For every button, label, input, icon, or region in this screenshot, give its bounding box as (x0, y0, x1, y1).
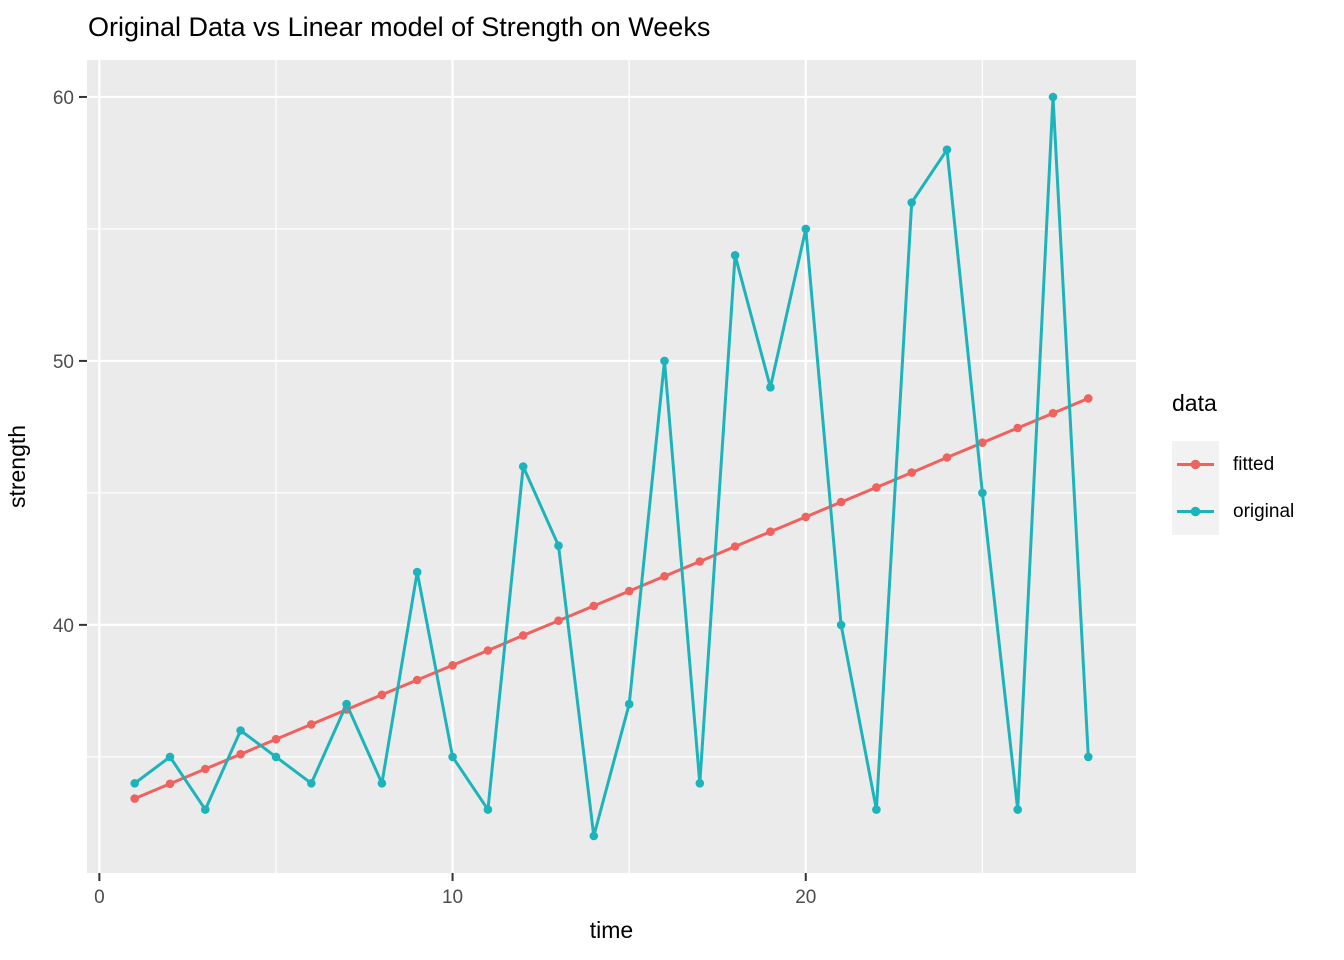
data-point-fitted (695, 557, 705, 566)
data-point-original (907, 198, 916, 207)
series-points-original (130, 92, 1093, 841)
series-points-fitted (130, 394, 1093, 803)
data-point-original (695, 779, 705, 788)
data-point-fitted (589, 601, 599, 611)
data-point-original (518, 462, 528, 471)
data-point-original (165, 752, 175, 762)
data-point-original (448, 752, 457, 762)
y-axis-title: strength (4, 425, 30, 508)
legend: data fitted original (1172, 390, 1294, 535)
data-point-fitted (1013, 423, 1022, 433)
data-point-fitted (660, 572, 669, 581)
data-point-fitted (377, 690, 387, 700)
legend-label-original: original (1233, 500, 1295, 522)
data-point-fitted (978, 438, 987, 448)
series-line-original (133, 95, 1090, 838)
data-point-fitted (518, 631, 528, 640)
x-tick-label: 20 (795, 887, 816, 908)
series-line-fitted (133, 396, 1090, 801)
data-point-original (1084, 752, 1093, 762)
data-point-original (730, 251, 740, 260)
data-point-fitted (1048, 408, 1058, 418)
plot-panel (87, 60, 1136, 873)
x-tick-label: 0 (94, 887, 105, 908)
data-point-fitted (907, 468, 916, 477)
data-point-original (412, 567, 422, 577)
data-point-original (836, 620, 846, 630)
data-point-original (660, 356, 669, 366)
legend-entry-fitted: fitted (1172, 441, 1294, 488)
data-point-original (201, 805, 210, 814)
data-point-original (1048, 92, 1058, 102)
data-point-original (307, 779, 316, 788)
legend-entry-original: original (1172, 488, 1294, 535)
data-point-original (624, 699, 634, 709)
data-point-original (942, 145, 952, 154)
data-point-original (271, 752, 281, 762)
data-point-original (766, 383, 775, 392)
legend-key-original-icon (1172, 488, 1219, 535)
y-tick-label: 50 (53, 352, 74, 373)
legend-key-fitted-icon (1172, 441, 1219, 488)
data-point-original (554, 541, 563, 550)
data-point-fitted (1084, 394, 1093, 403)
data-point-fitted (165, 779, 175, 789)
data-point-fitted (412, 675, 422, 685)
data-point-fitted (766, 527, 775, 536)
legend-label-fitted: fitted (1233, 453, 1275, 475)
data-point-original (342, 699, 351, 709)
data-point-fitted (836, 497, 846, 507)
data-point-fitted (872, 483, 881, 492)
legend-entries: fitted original (1172, 441, 1294, 535)
data-point-original (483, 805, 493, 814)
y-tick-label: 40 (53, 616, 74, 637)
chart-title: Original Data vs Linear model of Strengt… (88, 12, 711, 42)
data-point-original (236, 726, 245, 735)
data-point-fitted (307, 720, 316, 729)
data-point-fitted (130, 794, 139, 803)
x-axis-title: time (590, 917, 633, 943)
data-point-fitted (624, 586, 634, 596)
data-point-fitted (942, 453, 952, 462)
data-point-original (377, 779, 387, 788)
data-point-fitted (730, 542, 740, 551)
data-point-original (1013, 805, 1022, 814)
legend-title: data (1172, 390, 1217, 416)
data-point-original (130, 779, 139, 788)
data-point-fitted (271, 734, 281, 744)
y-tick-label: 60 (53, 88, 74, 109)
data-point-fitted (236, 749, 245, 759)
data-point-fitted (554, 616, 563, 625)
data-point-fitted (801, 512, 811, 522)
x-tick-label: 10 (442, 887, 463, 908)
data-point-fitted (201, 764, 210, 774)
data-point-original (978, 488, 987, 498)
data-point-fitted (448, 661, 457, 670)
data-point-fitted (483, 646, 493, 655)
data-point-original (801, 224, 811, 234)
data-point-original (589, 831, 599, 841)
data-point-original (872, 805, 881, 814)
